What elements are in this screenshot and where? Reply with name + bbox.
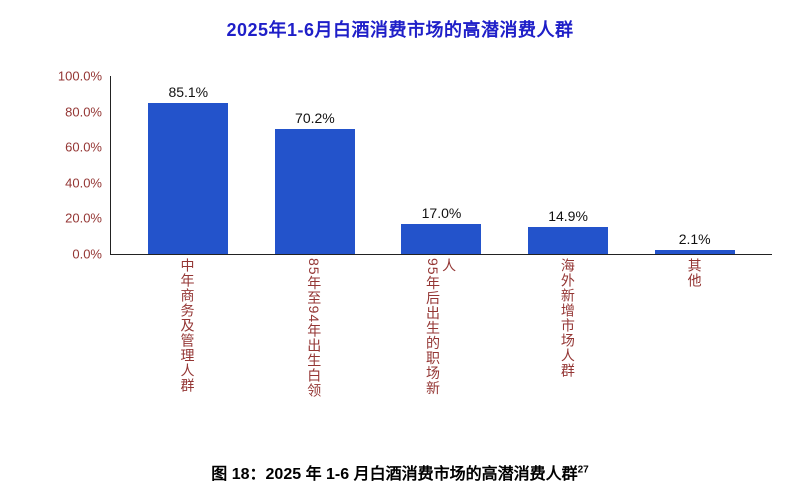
category-label: 海外新增市场人群 — [509, 258, 627, 408]
bar — [654, 250, 735, 254]
y-tick-label: 100.0% — [57, 68, 102, 84]
category-label-text: 海外新增市场人群 — [559, 258, 576, 378]
category-label: 85年至94年出生白领 — [255, 258, 373, 408]
bar-value-label: 85.1% — [168, 83, 209, 100]
chart-title: 2025年1-6月白酒消费市场的高潜消费人群 — [226, 20, 574, 40]
bar-value-label: 2.1% — [678, 231, 711, 248]
bar-value-label: 17.0% — [421, 204, 462, 221]
bar-group: 17.0% — [382, 76, 500, 254]
bar-chart: 100.0% 80.0% 60.0% 40.0% 20.0% 0.0% 85.1% 70.2… — [38, 69, 772, 262]
y-tick-label: 80.0% — [65, 104, 102, 120]
bar-group: 2.1% — [636, 76, 754, 254]
figure-caption: 图 18：2025 年 1-6 月白酒消费市场的高潜消费人群27 — [0, 460, 800, 484]
category-label-text: 85年至94年出生白领 — [306, 258, 323, 399]
y-tick-label: 60.0% — [65, 139, 102, 155]
y-tick-label: 20.0% — [65, 210, 102, 226]
bar-group: 14.9% — [509, 76, 627, 254]
bar-value-label: 14.9% — [548, 208, 588, 225]
y-tick-label: 0.0% — [72, 246, 102, 262]
bar — [528, 227, 609, 254]
y-axis: 100.0% 80.0% 60.0% 40.0% 20.0% 0.0% — [38, 69, 110, 262]
category-label-text: 95年后出生的职场新人 — [424, 258, 458, 396]
bar-value-label: 70.2% — [295, 110, 335, 127]
category-label: 其他 — [636, 258, 754, 408]
category-axis: 中年商务及管理人群 85年至94年出生白领 95年后出生的职场新人 海外新增市场人群 其… — [110, 258, 772, 408]
category-label: 中年商务及管理人群 — [128, 258, 246, 408]
bar — [401, 223, 482, 254]
bar — [148, 102, 229, 254]
plot-area: 85.1% 70.2% 17.0% 14.9% 2.1% — [110, 76, 772, 255]
bar-group: 70.2% — [256, 76, 374, 254]
category-label: 95年后出生的职场新人 — [382, 258, 500, 408]
figure-caption-text: 图 18：2025 年 1-6 月白酒消费市场的高潜消费人群 — [211, 466, 578, 483]
bar-group: 85.1% — [129, 76, 247, 254]
category-label-text: 中年商务及管理人群 — [179, 258, 196, 393]
figure-caption-footnote: 27 — [577, 464, 589, 476]
category-label-text: 其他 — [686, 258, 703, 288]
bar — [274, 129, 355, 254]
y-tick-label: 40.0% — [65, 175, 102, 191]
